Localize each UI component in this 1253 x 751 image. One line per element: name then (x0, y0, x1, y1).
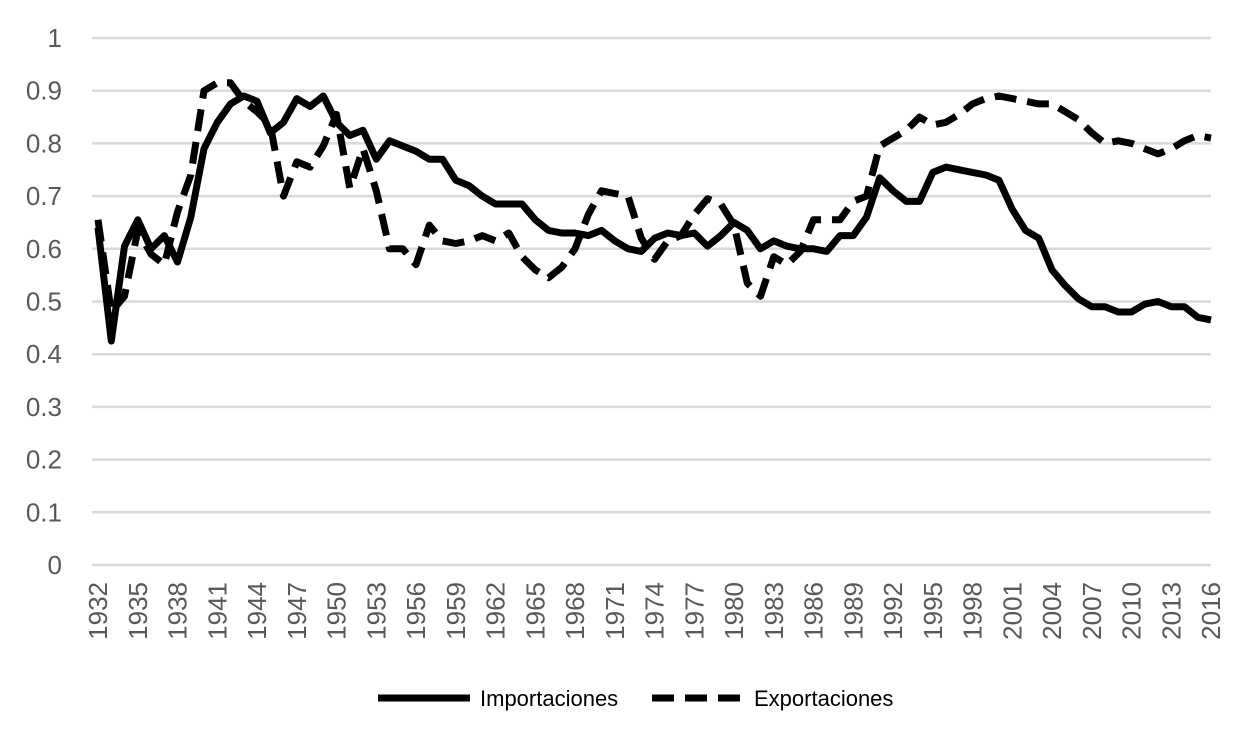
gridlines (92, 36, 1211, 567)
x-tick-label: 2010 (1117, 582, 1147, 640)
x-tick-label: 1983 (759, 582, 789, 640)
x-tick-label: 1980 (719, 582, 749, 640)
y-tick-label: 1 (48, 23, 62, 53)
legend: Importaciones Exportaciones (378, 686, 893, 711)
x-tick-label: 2007 (1077, 582, 1107, 640)
x-tick-label: 1941 (202, 582, 232, 640)
x-tick-label: 1992 (878, 582, 908, 640)
x-tick-label: 1962 (481, 582, 511, 640)
y-axis-tick-labels: 0 0.1 0.2 0.3 0.4 0.5 0.6 0.7 0.8 0.9 1 (26, 23, 62, 580)
y-tick-label: 0.3 (26, 392, 62, 422)
x-tick-label: 2001 (997, 582, 1027, 640)
y-tick-label: 0.9 (26, 76, 62, 106)
x-tick-label: 1965 (520, 582, 550, 640)
series-line-exportaciones (94, 79, 1212, 316)
x-tick-label: 1950 (322, 582, 352, 640)
x-tick-label: 1932 (83, 582, 113, 640)
y-tick-label: 0 (48, 550, 62, 580)
x-tick-label: 1968 (560, 582, 590, 640)
x-tick-label: 1959 (441, 582, 471, 640)
x-tick-label: 1989 (838, 582, 868, 640)
y-tick-label: 0.1 (26, 497, 62, 527)
x-tick-label: 1944 (242, 582, 272, 640)
y-tick-label: 0.6 (26, 234, 62, 264)
x-tick-label: 1995 (918, 582, 948, 640)
x-tick-label: 2004 (1037, 582, 1067, 640)
x-tick-label: 1947 (282, 582, 312, 640)
x-tick-label: 2013 (1156, 582, 1186, 640)
x-tick-label: 1971 (600, 582, 630, 640)
y-tick-label: 0.5 (26, 287, 62, 317)
x-tick-label: 1974 (640, 582, 670, 640)
y-tick-label: 0.8 (26, 128, 62, 158)
x-tick-label: 2016 (1196, 582, 1226, 640)
x-axis-tick-labels: 1932 1935 1938 1941 1944 1947 1950 1953 1956 1959… (83, 582, 1226, 640)
series-lines (94, 79, 1212, 345)
x-tick-label: 1938 (163, 582, 193, 640)
y-tick-label: 0.4 (26, 339, 62, 369)
x-tick-label: 1977 (679, 582, 709, 640)
y-tick-label: 0.7 (26, 181, 62, 211)
x-tick-label: 1998 (958, 582, 988, 640)
y-tick-label: 0.2 (26, 445, 62, 475)
x-tick-label: 1986 (799, 582, 829, 640)
x-tick-label: 1956 (401, 582, 431, 640)
legend-label-exportaciones: Exportaciones (754, 686, 893, 711)
x-tick-label: 1953 (361, 582, 391, 640)
x-tick-label: 1935 (123, 582, 153, 640)
series-line-importaciones (94, 92, 1212, 345)
legend-label-importaciones: Importaciones (480, 686, 618, 711)
